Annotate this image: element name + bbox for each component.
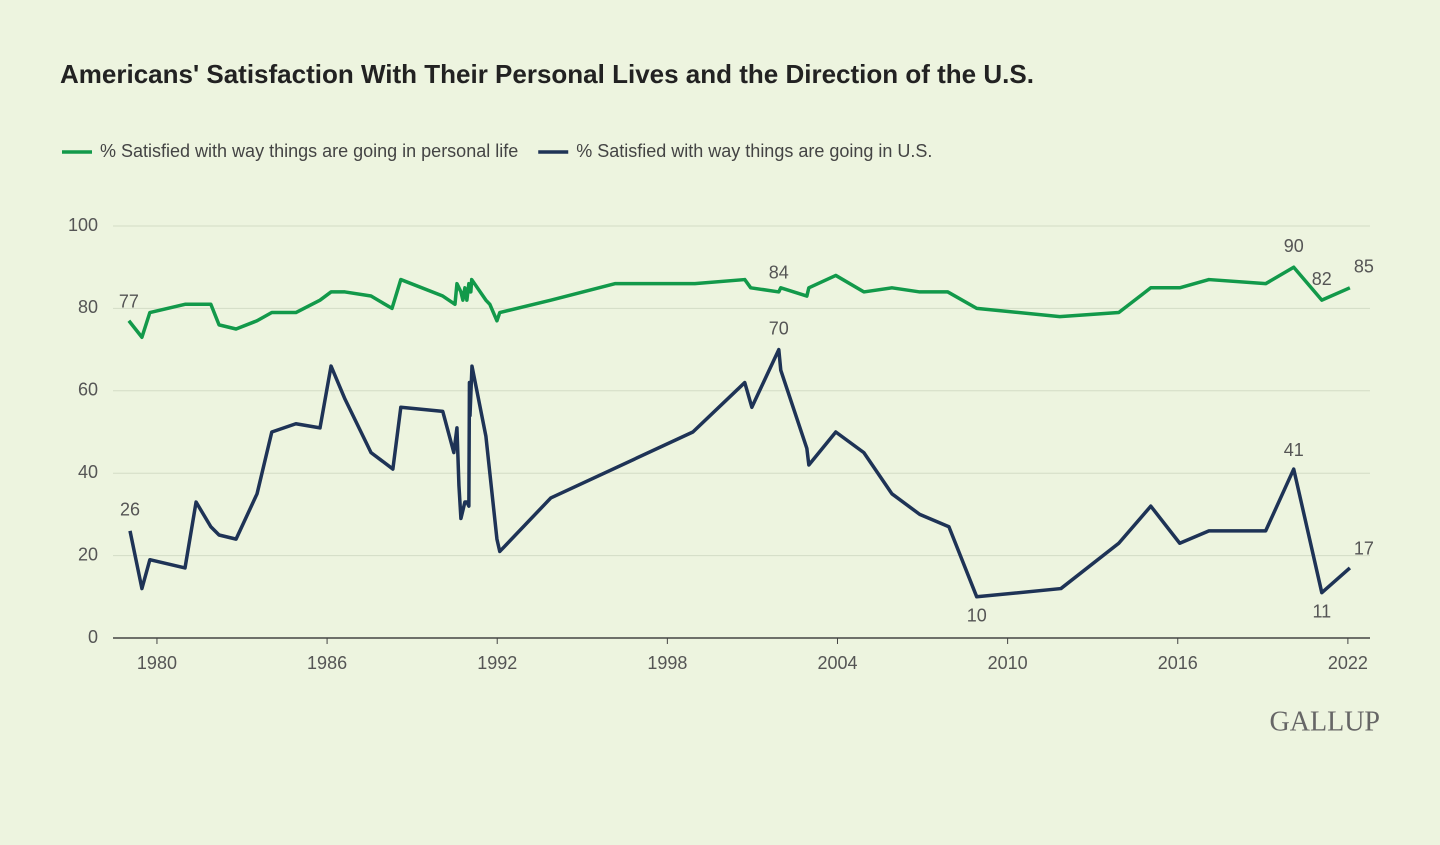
x-tick-label: 1980 bbox=[137, 653, 177, 673]
data-label: 84 bbox=[769, 263, 789, 283]
x-tick-label: 2004 bbox=[817, 653, 857, 673]
data-label: 82 bbox=[1312, 269, 1332, 289]
x-tick-label: 2016 bbox=[1158, 653, 1198, 673]
y-tick-label: 80 bbox=[78, 297, 98, 317]
y-tick-label: 0 bbox=[88, 627, 98, 647]
data-label: 90 bbox=[1284, 236, 1304, 256]
data-label: 11 bbox=[1312, 601, 1331, 621]
y-tick-label: 20 bbox=[78, 544, 98, 564]
legend-label: % Satisfied with way things are going in… bbox=[100, 141, 518, 161]
legend-label: % Satisfied with way things are going in… bbox=[576, 141, 932, 161]
data-label: 41 bbox=[1284, 440, 1304, 460]
x-tick-label: 1992 bbox=[477, 653, 517, 673]
y-tick-label: 60 bbox=[78, 380, 98, 400]
series-line bbox=[127, 265, 1351, 339]
data-label: 17 bbox=[1354, 539, 1374, 559]
y-tick-label: 100 bbox=[68, 215, 98, 235]
chart-title: Americans' Satisfaction With Their Perso… bbox=[60, 59, 1034, 89]
x-tick-label: 1986 bbox=[307, 653, 347, 673]
x-tick-label: 2010 bbox=[988, 653, 1028, 673]
data-label: 85 bbox=[1354, 257, 1374, 277]
data-label: 26 bbox=[120, 500, 140, 520]
data-label: 70 bbox=[769, 318, 789, 338]
logo: GALLUP bbox=[1270, 706, 1380, 737]
data-label: 77 bbox=[119, 292, 139, 312]
x-tick-label: 2022 bbox=[1328, 653, 1368, 673]
series-line bbox=[128, 347, 1352, 599]
data-label: 10 bbox=[967, 606, 987, 626]
y-tick-label: 40 bbox=[78, 462, 98, 482]
x-tick-label: 1998 bbox=[647, 653, 687, 673]
